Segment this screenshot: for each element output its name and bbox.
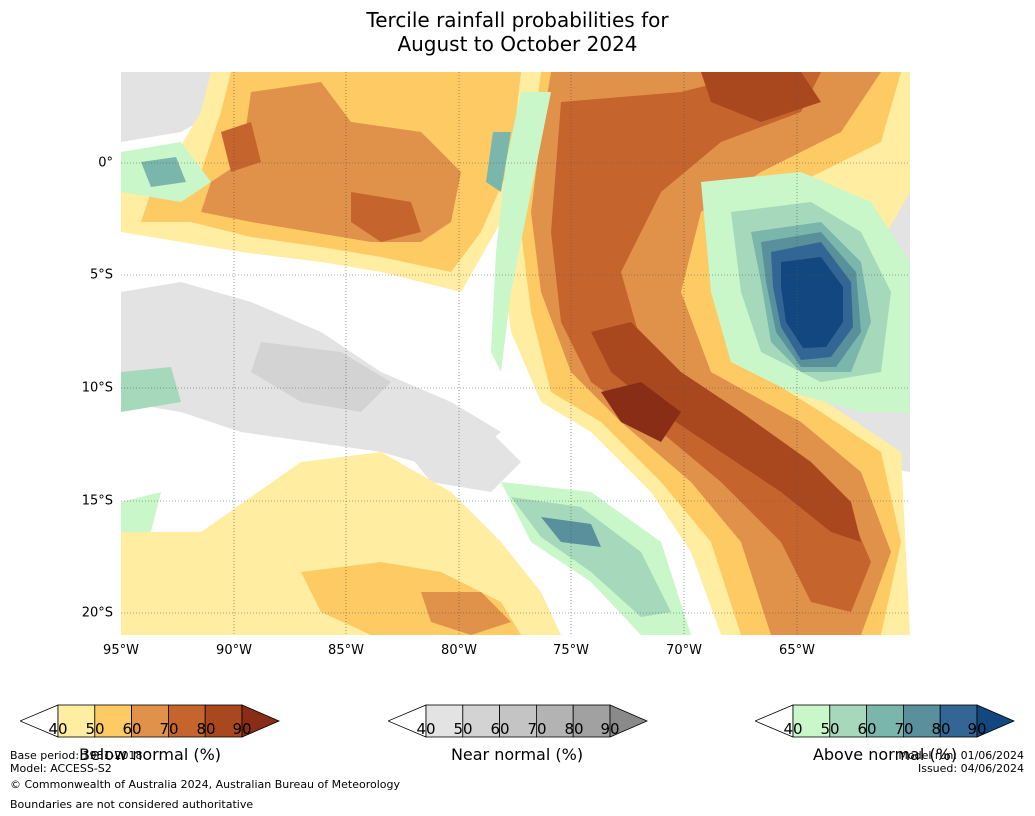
colorbar-below-extend-high [241, 704, 280, 738]
above-90-east [781, 257, 843, 348]
colorbar-above-normal [755, 704, 1015, 738]
colorbar-below-normal [20, 704, 280, 738]
below-70-northeast [701, 72, 821, 122]
colorbar-below-segments [57, 704, 243, 738]
below-80-main [591, 322, 861, 542]
lon-label-85w: 85°W [328, 643, 364, 658]
colorbar-near-tick-90: 90 [600, 720, 620, 738]
near-region-central [251, 342, 391, 412]
near-region-mid [391, 422, 521, 492]
lat-label-10s: 10°S [81, 380, 113, 396]
title-line-2: August to October 2024 [397, 32, 638, 56]
colorbar-above-tick-70: 70 [894, 720, 914, 738]
colorbar-near-tick-60: 60 [490, 720, 510, 738]
colorbar-near-normal [388, 704, 648, 738]
colorbar-above-extend-high [976, 704, 1015, 738]
colorbar-below-tick-90: 90 [232, 720, 252, 738]
above-60-coastal [486, 132, 511, 192]
footer-base-period: Base period: 1981-2018 [10, 749, 143, 762]
colorbar-near-tick-80: 80 [564, 720, 584, 738]
lat-label-5s: 5°S [89, 267, 113, 283]
graticule [121, 72, 910, 635]
colorbar-above-tick-90: 90 [967, 720, 987, 738]
colorbar-above-title: Above normal (%) [812, 745, 958, 764]
lon-label-90w: 90°W [216, 643, 252, 658]
colorbar-below-title: Below normal (%) [78, 745, 222, 764]
colorbar-below-tick-70: 70 [159, 720, 179, 738]
colorbar-below-segment-80 [204, 704, 243, 738]
colorbar-above-segments [792, 704, 978, 738]
colorbar-near-segment-60 [499, 704, 537, 738]
colorbar-below-segment-40 [57, 704, 96, 738]
below-70-north-a [221, 122, 261, 172]
footer-boundaries: Boundaries are not considered authoritat… [10, 798, 254, 811]
colorbar-near-segment-70 [535, 704, 574, 738]
lon-label-70w: 70°W [666, 643, 702, 658]
lon-label-95w: 95°W [103, 643, 139, 658]
colorbar-above-segment-50 [829, 704, 868, 738]
colorbar-above-segment-60 [866, 704, 904, 738]
above-60-west [141, 157, 186, 187]
colorbar-above-tick-40: 40 [783, 720, 803, 738]
above-40-southwest [121, 492, 161, 532]
footer-copyright: © Commonwealth of Australia 2024, Austra… [10, 778, 400, 791]
map-fields [121, 72, 910, 635]
lon-label-75w: 75°W [553, 643, 589, 658]
colorbar-above-segment-80 [939, 704, 978, 738]
colorbar-below-tick-80: 80 [196, 720, 216, 738]
below-70-north-b [351, 192, 421, 242]
footer-model: Model: ACCESS-S2 [10, 762, 112, 775]
colorbar-above-segment-70 [902, 704, 941, 738]
colorbar-below-tick-60: 60 [122, 720, 142, 738]
colorbar-near-segment-40 [425, 704, 464, 738]
colorbar-near-segments [425, 704, 611, 738]
near-region-west [121, 72, 231, 142]
colorbar-near-tick-70: 70 [527, 720, 547, 738]
footer-model-run: Model run: 01/06/2024 [898, 749, 1024, 762]
colorbar-near-tick-40: 40 [416, 720, 436, 738]
colorbar-near-extend-high [609, 704, 648, 738]
map-title: Tercile rainfall probabilities for Augus… [0, 8, 1035, 56]
lat-label-15s: 15°S [81, 493, 113, 509]
lon-label-80w: 80°W [441, 643, 477, 658]
rainfall-map [121, 72, 910, 635]
colorbar-above-tick-50: 50 [820, 720, 840, 738]
colorbar-above-tick-60: 60 [857, 720, 877, 738]
lon-label-65w: 65°W [779, 643, 815, 658]
colorbar-near-tick-50: 50 [453, 720, 473, 738]
colorbar-below-tick-50: 50 [85, 720, 105, 738]
colorbar-above-segment-40 [792, 704, 831, 738]
below-90-main [601, 382, 681, 442]
below-60-south [421, 592, 511, 635]
footer-issued: Issued: 04/06/2024 [917, 762, 1024, 775]
colorbar-above-tick-80: 80 [931, 720, 951, 738]
above-50-southwest [121, 367, 181, 412]
colorbar-below-tick-40: 40 [48, 720, 68, 738]
lat-label-20s: 20°S [81, 605, 113, 621]
lat-label-0: 0° [98, 155, 113, 171]
colorbar-near-title: Near normal (%) [450, 745, 584, 764]
title-line-1: Tercile rainfall probabilities for [366, 8, 669, 32]
